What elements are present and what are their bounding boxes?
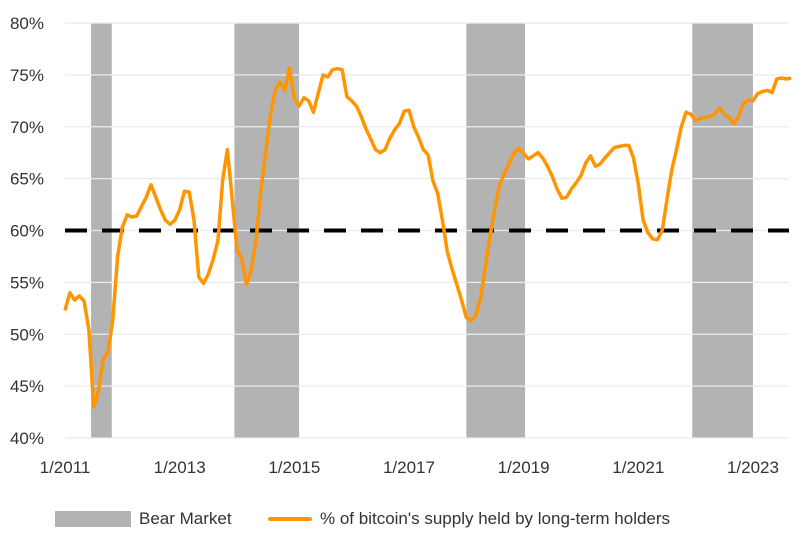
y-tick-label: 70% [10, 118, 44, 137]
x-tick-label: 1/2015 [268, 458, 320, 477]
legend-swatch-lth-supply [268, 517, 312, 521]
x-tick-label: 1/2013 [154, 458, 206, 477]
x-tick-label: 1/2019 [498, 458, 550, 477]
x-tick-label: 1/2011 [40, 458, 91, 477]
legend-label: % of bitcoin's supply held by long-term … [320, 509, 671, 528]
legend: Bear Market % of bitcoin's supply held b… [0, 506, 800, 532]
series-line-lth-supply [63, 65, 792, 409]
y-tick-label: 65% [10, 170, 44, 189]
legend-item-bear-market: Bear Market [55, 506, 232, 532]
legend-item-lth-supply: % of bitcoin's supply held by long-term … [268, 506, 670, 532]
series-group [63, 65, 792, 409]
x-tick-label: 1/2023 [727, 458, 779, 477]
x-axis: 1/2011 1/2013 1/2015 1/2017 1/2019 1/2021 1/20… [40, 458, 779, 477]
y-tick-label: 80% [10, 14, 44, 33]
y-tick-label: 60% [10, 222, 44, 241]
x-tick-label: 1/2017 [383, 458, 435, 477]
gridlines [65, 22, 789, 439]
y-tick-label: 75% [10, 66, 44, 85]
legend-swatch-bear-market [55, 511, 131, 527]
x-tick-label: 1/2021 [612, 458, 664, 477]
legend-label: Bear Market [139, 509, 232, 528]
y-tick-label: 50% [10, 325, 44, 344]
y-axis: 40% 45% 50% 55% 60% 65% 70% 75% 80% [10, 14, 44, 448]
y-tick-label: 40% [10, 429, 44, 448]
y-tick-label: 55% [10, 273, 44, 292]
y-tick-label: 45% [10, 377, 44, 396]
